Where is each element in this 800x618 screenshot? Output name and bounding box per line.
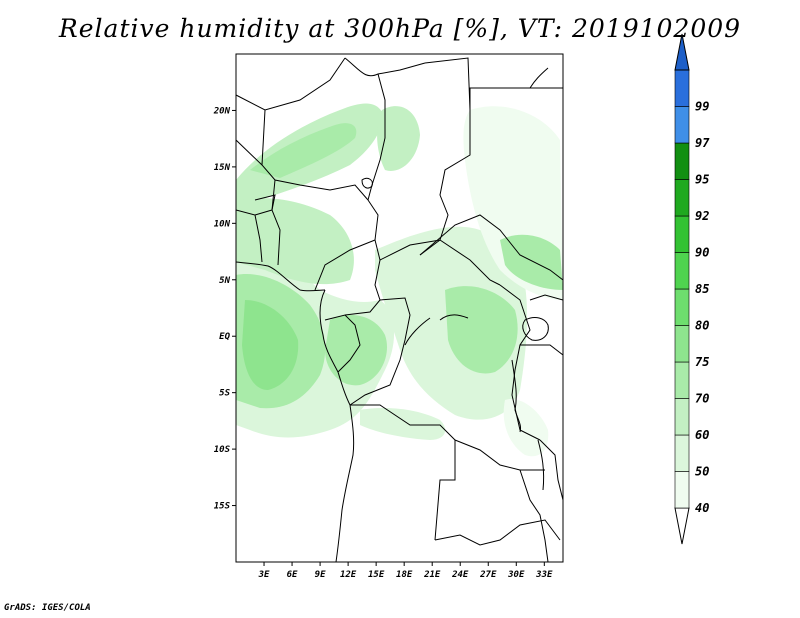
humidity-region-coast [242, 300, 299, 390]
colorbar-swatch [674, 69, 690, 107]
colorbar-label: 97 [695, 136, 710, 150]
colorbar-label: 99 [695, 100, 709, 114]
border-chad-libya [424, 57, 471, 111]
lat-tick-label: 20N [213, 106, 231, 116]
border-congo-drc [349, 297, 411, 406]
lon-tick-label: 30E [507, 570, 525, 580]
border-sahara-west [236, 139, 263, 166]
lake-malawi [537, 439, 545, 491]
lon-tick-label: 9E [315, 570, 326, 580]
lon-tick-label: 24E [451, 570, 469, 580]
lat-tick-label: 15S [214, 502, 231, 512]
border-guinea [236, 209, 273, 263]
colorbar-label: 70 [695, 392, 709, 406]
coastline-angola [335, 404, 355, 562]
colorbar-swatch [674, 434, 690, 472]
colorbar-swatch [674, 361, 690, 399]
border-gabon [324, 314, 361, 373]
lon-tick-label: 33E [535, 570, 553, 580]
humidity-shading [236, 103, 563, 457]
border-cameroon [344, 239, 381, 316]
humidity-region-lakes [503, 399, 549, 457]
border-drc-east [499, 284, 541, 441]
humidity-region-sahel [236, 198, 354, 285]
border-egypt-sudan [469, 87, 563, 110]
colorbar-label: 50 [695, 465, 709, 479]
lat-tick-label: 10S [214, 445, 231, 455]
colorbar-swatch [674, 398, 690, 436]
colorbar-label: 80 [695, 319, 709, 333]
country-borders [236, 57, 563, 562]
colorbar-label: 92 [695, 209, 709, 223]
colorbar-label: 75 [695, 355, 709, 369]
colorbar-swatch [674, 325, 690, 363]
lat-tick-label: 5S [219, 389, 230, 399]
border-algeria-mali [236, 57, 346, 111]
border-east-africa [520, 294, 563, 501]
humidity-region-south [360, 408, 446, 440]
lat-tick-label: 5N [219, 276, 230, 286]
lon-tick-label: 6E [287, 570, 298, 580]
coastline-west-africa [236, 261, 326, 292]
border-southern [434, 519, 561, 546]
colorbar-swatch [674, 471, 690, 509]
colorbar-label: 40 [695, 501, 709, 515]
border-sudan-south [419, 214, 563, 281]
colorbar-swatch [674, 179, 690, 217]
colorbar-swatch [674, 142, 690, 180]
map-frame [235, 53, 564, 563]
lake-tanganyika [511, 359, 521, 433]
colorbar-swatch [674, 288, 690, 326]
humidity-band-north-core [250, 123, 357, 178]
humidity-region-sudan [377, 106, 420, 171]
lon-tick-label: 18E [396, 570, 413, 580]
plot-title: Relative humidity at 300hPa [%], VT: 201… [58, 14, 742, 43]
colorbar-label: 90 [695, 246, 709, 260]
colorbar-label: 85 [695, 282, 709, 296]
border-mozambique [519, 469, 549, 562]
border-niger-chad [367, 73, 386, 201]
colorbar-swatch [674, 106, 690, 144]
colorbar-label: 95 [695, 173, 709, 187]
lon-tick-label: 12E [340, 570, 357, 580]
coast-egypt-north [529, 67, 549, 89]
lon-tick-label: 21E [423, 570, 441, 580]
lake-victoria [522, 317, 549, 341]
lon-tick-label: 3E [258, 570, 270, 580]
river-congo [404, 314, 469, 346]
border-angola-north [350, 404, 456, 541]
colorbar-low-triangle [674, 507, 690, 545]
lon-tick-label: 27E [479, 570, 497, 580]
colorbar-swatch [674, 215, 690, 253]
longitude-axis: 3E 6E 9E 12E 15E 18E 21E 24E 27E 30E 33E [258, 562, 553, 580]
coastline-central-africa [319, 289, 351, 406]
border-burkina [254, 194, 276, 211]
lat-tick-label: EQ [219, 332, 230, 342]
border-zambia [454, 439, 545, 471]
lon-tick-label: 15E [368, 570, 385, 580]
colorbar-swatch [674, 252, 690, 290]
lat-tick-label: 10N [214, 219, 231, 229]
lat-tick-label: 15N [214, 163, 231, 173]
latitude-axis: 20N 15N 10N 5N EQ 5S 10S 15S [213, 106, 236, 512]
humidity-region-east [445, 286, 518, 374]
colorbar-high-triangle [674, 33, 690, 71]
colorbar-label: 60 [695, 428, 709, 442]
lake-chad [361, 177, 373, 189]
grads-credit: GrADS: IGES/COLA [4, 603, 91, 613]
border-car [379, 239, 501, 286]
humidity-region-ne-green [500, 234, 563, 290]
